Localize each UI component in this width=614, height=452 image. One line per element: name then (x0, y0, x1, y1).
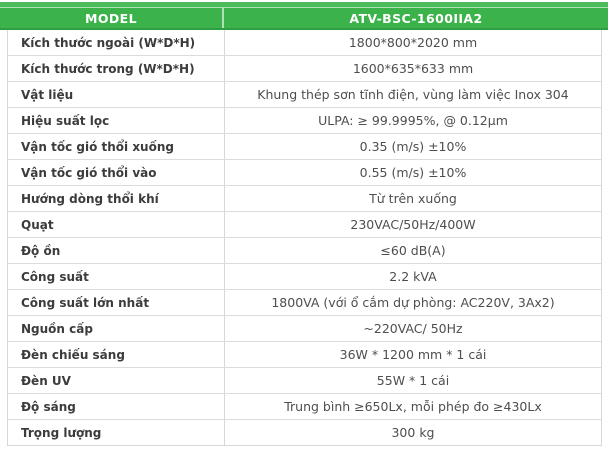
spec-label: Đèn UV (8, 368, 225, 393)
spec-value: 1600*635*633 mm (352, 61, 474, 76)
spec-label: Công suất (8, 264, 225, 289)
table-row: Hiệu suất lọc ULPA: ≥ 99.9995%, @ 0.12µm (8, 108, 601, 134)
spec-value: 230VAC/50Hz/400W (350, 217, 476, 232)
spec-value: Từ trên xuống (369, 191, 457, 206)
header-accent-strip (0, 2, 608, 8)
table-row: Vật liệu Khung thép sơn tĩnh điện, vùng … (8, 82, 601, 108)
spec-label: Hiệu suất lọc (8, 108, 225, 133)
spec-value: ~220VAC/ 50Hz (363, 321, 463, 336)
header-row: MODEL ATV-BSC-1600IIA2 (0, 8, 608, 30)
spec-value: 2.2 kVA (389, 269, 437, 284)
spec-label: Vật liệu (8, 82, 225, 107)
table-row: Nguồn cấp ~220VAC/ 50Hz (8, 316, 601, 342)
table-row: Hướng dòng thổi khí Từ trên xuống (8, 186, 601, 212)
spec-value: 1800*800*2020 mm (348, 35, 478, 50)
spec-label: Công suất lớn nhất (8, 290, 225, 315)
spec-label: Độ sáng (8, 394, 225, 419)
spec-label: Đèn chiếu sáng (8, 342, 225, 367)
spec-value: 0.55 (m/s) ±10% (359, 165, 467, 180)
spec-label: Trọng lượng (8, 420, 225, 445)
spec-label: Vận tốc gió thổi vào (8, 160, 225, 185)
spec-value: Khung thép sơn tĩnh điện, vùng làm việc … (257, 87, 569, 102)
table-row: Vận tốc gió thổi xuống 0.35 (m/s) ±10% (8, 134, 601, 160)
table-row: Vận tốc gió thổi vào 0.55 (m/s) ±10% (8, 160, 601, 186)
table-row: Công suất 2.2 kVA (8, 264, 601, 290)
table-header: MODEL ATV-BSC-1600IIA2 (0, 2, 608, 30)
spec-label: Quạt (8, 212, 225, 237)
spec-value: ≤60 dB(A) (380, 243, 446, 258)
header-model-value: ATV-BSC-1600IIA2 (349, 10, 483, 26)
spec-value: 300 kg (391, 425, 435, 440)
table-row: Độ sáng Trung bình ≥650Lx, mỗi phép đo ≥… (8, 394, 601, 420)
spec-value: ULPA: ≥ 99.9995%, @ 0.12µm (318, 113, 508, 128)
table-row: Đèn UV 55W * 1 cái (8, 368, 601, 394)
spec-value: 55W * 1 cái (376, 373, 450, 388)
header-model-label: MODEL (0, 8, 224, 28)
table-row: Trọng lượng 300 kg (8, 420, 601, 445)
table-row: Công suất lớn nhất 1800VA (với ổ cắm dự … (8, 290, 601, 316)
spec-label: Độ ồn (8, 238, 225, 263)
table-row: Kích thước trong (W*D*H) 1600*635*633 mm (8, 56, 601, 82)
table-row: Độ ồn ≤60 dB(A) (8, 238, 601, 264)
spec-label: Hướng dòng thổi khí (8, 186, 225, 211)
spec-value: 1800VA (với ổ cắm dự phòng: AC220V, 3Ax2… (271, 295, 555, 310)
table-row: Đèn chiếu sáng 36W * 1200 mm * 1 cái (8, 342, 601, 368)
spec-value: Trung bình ≥650Lx, mỗi phép đo ≥430Lx (284, 399, 542, 414)
spec-label: Nguồn cấp (8, 316, 225, 341)
spec-label: Vận tốc gió thổi xuống (8, 134, 225, 159)
spec-value: 36W * 1200 mm * 1 cái (339, 347, 487, 362)
table-row: Kích thước ngoài (W*D*H) 1800*800*2020 m… (8, 30, 601, 56)
table-row: Quạt 230VAC/50Hz/400W (8, 212, 601, 238)
spec-value: 0.35 (m/s) ±10% (359, 139, 467, 154)
spec-label: Kích thước trong (W*D*H) (8, 56, 225, 81)
spec-table-body: Kích thước ngoài (W*D*H) 1800*800*2020 m… (7, 30, 602, 446)
spec-label: Kích thước ngoài (W*D*H) (8, 30, 225, 55)
